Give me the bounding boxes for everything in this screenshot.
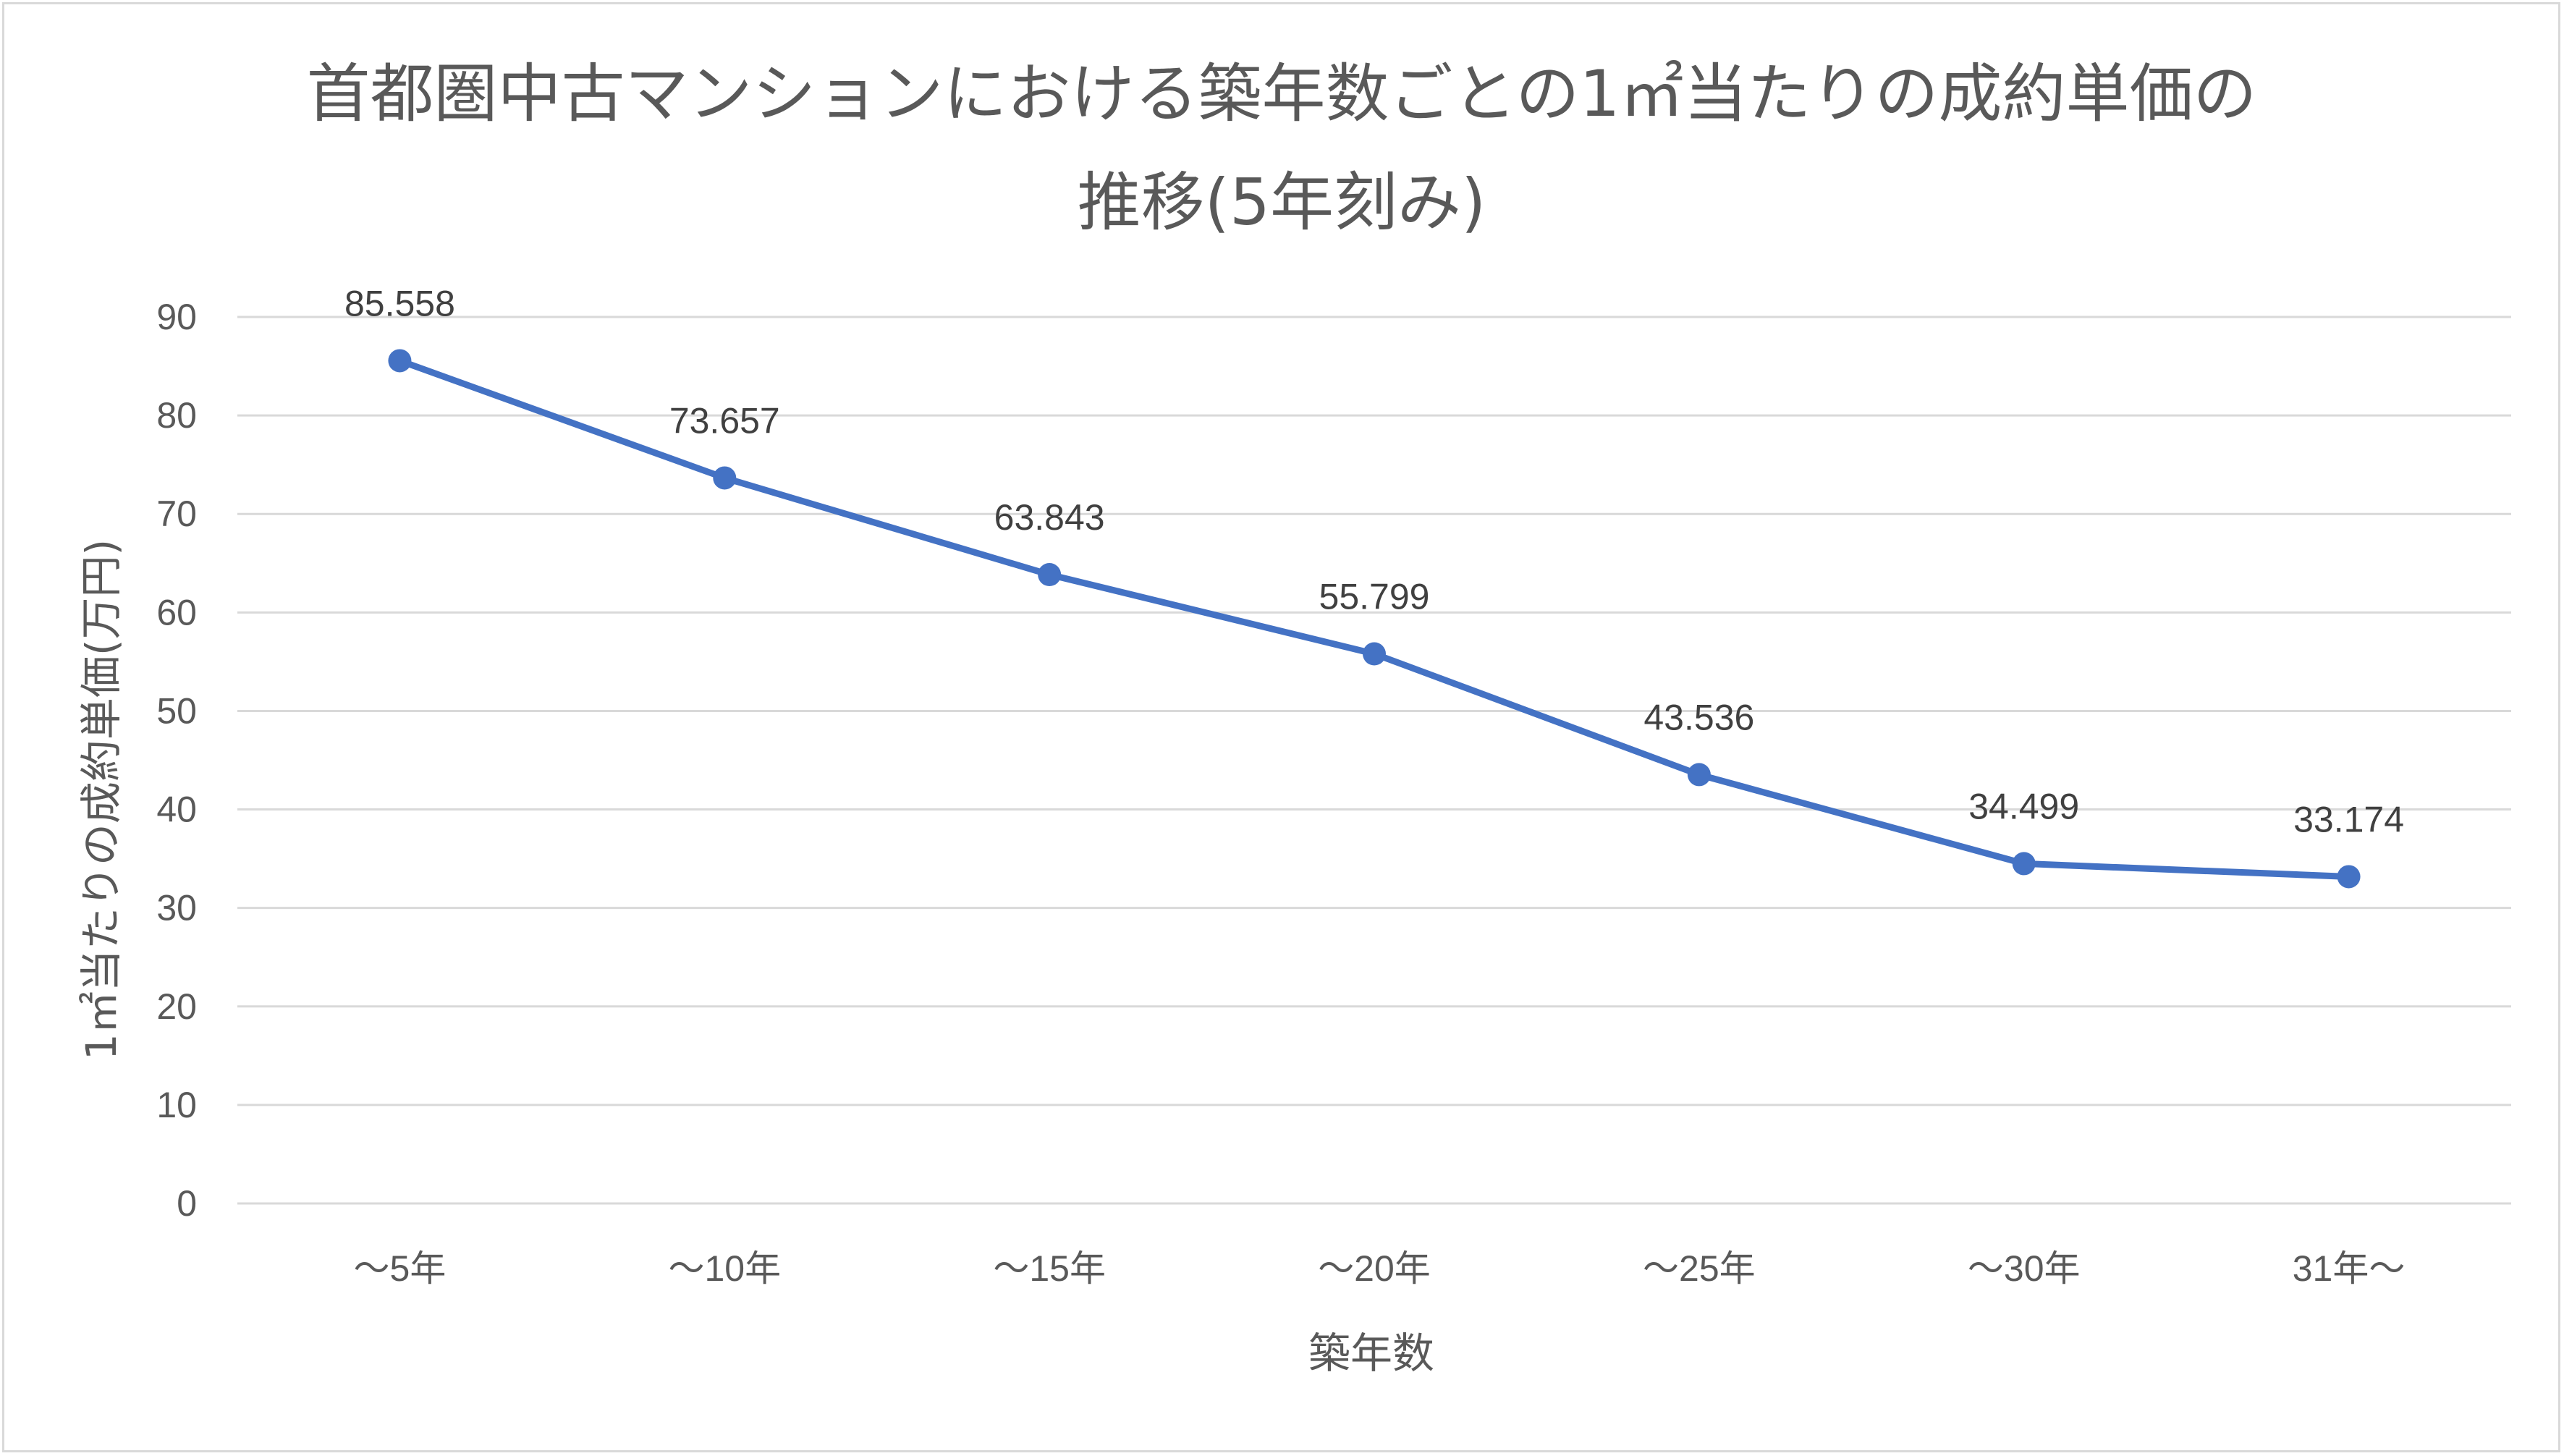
- y-tick-label: 20: [156, 986, 197, 1027]
- y-axis-ticks: 0 10 20 30 40 50 60 70 80 90: [156, 297, 197, 1224]
- data-point: [1687, 763, 1711, 787]
- y-tick-label: 40: [156, 790, 197, 830]
- y-tick-label: 90: [156, 297, 197, 337]
- chart-title-line-2: 推移(5年刻み): [1078, 165, 1486, 240]
- y-tick-label: 30: [156, 888, 197, 928]
- data-label: 43.536: [1643, 697, 1754, 737]
- gridlines: [237, 316, 2511, 1205]
- data-labels: 85.558 73.657 63.843 55.799 43.536 34.499 33.1…: [344, 283, 2404, 839]
- x-tick-label: ～20年: [1318, 1248, 1431, 1289]
- x-axis-ticks: ～5年 ～10年 ～15年 ～20年 ～25年 ～30年 31年～: [354, 1248, 2406, 1289]
- y-tick-label: 0: [177, 1183, 197, 1224]
- series-group: [388, 349, 2361, 889]
- x-tick-label: ～5年: [354, 1248, 447, 1289]
- data-point: [2012, 852, 2036, 876]
- data-point: [1363, 642, 1386, 666]
- y-axis-title: 1㎡当たりの成約単価(万円): [77, 539, 126, 1060]
- y-tick-label: 70: [156, 494, 197, 534]
- data-label: 63.843: [994, 497, 1105, 538]
- y-tick-label: 50: [156, 690, 197, 731]
- x-tick-label: ～30年: [1968, 1248, 2081, 1289]
- y-tick-label: 10: [156, 1085, 197, 1125]
- data-point: [1038, 563, 1062, 587]
- data-label: 55.799: [1319, 577, 1430, 617]
- data-point: [388, 349, 412, 373]
- y-tick-label: 60: [156, 592, 197, 632]
- chart-title-line-1: 首都圏中古マンションにおける築年数ごとの1㎡当たりの成約単価の: [306, 56, 2256, 131]
- x-tick-label: 31年～: [2293, 1248, 2406, 1289]
- data-label: 73.657: [669, 400, 780, 441]
- data-point: [713, 466, 737, 490]
- data-label: 85.558: [344, 283, 455, 323]
- x-axis-title: 築年数: [1308, 1329, 1434, 1378]
- y-tick-label: 80: [156, 395, 197, 436]
- data-point: [2337, 865, 2361, 889]
- x-tick-label: ～25年: [1643, 1248, 1756, 1289]
- data-label: 33.174: [2293, 799, 2404, 839]
- x-tick-label: ～15年: [993, 1248, 1106, 1289]
- data-label: 34.499: [1968, 786, 2079, 826]
- x-tick-label: ～10年: [668, 1248, 781, 1289]
